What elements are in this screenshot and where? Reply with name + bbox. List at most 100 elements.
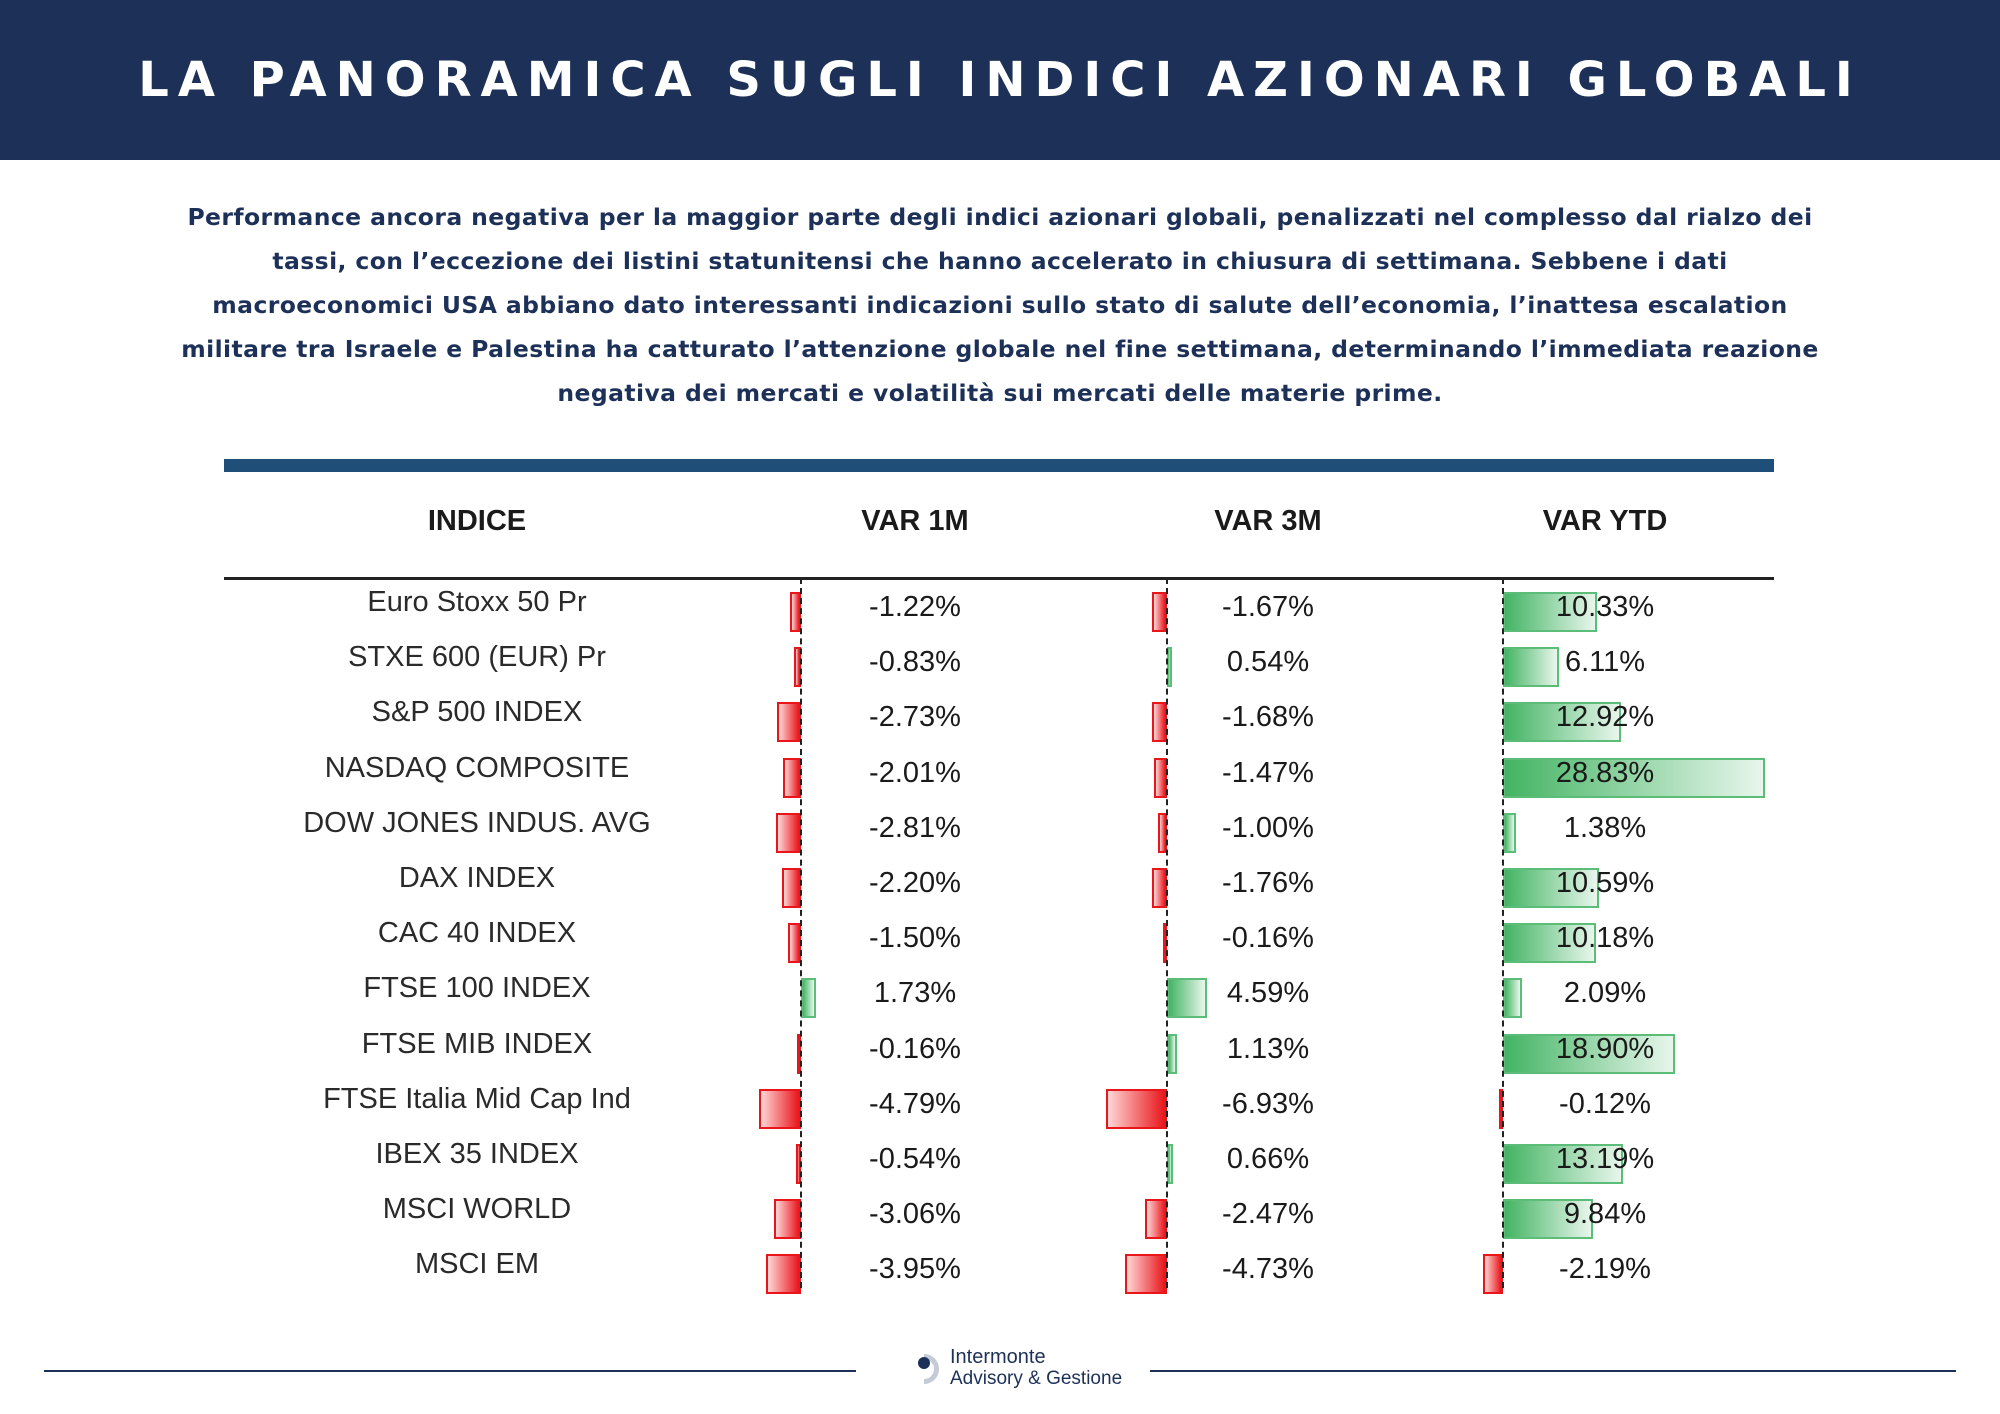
negative-bar — [766, 1254, 801, 1295]
brand-name: Intermonte — [950, 1346, 1046, 1368]
value-cell: 9.84% — [1563, 1198, 1647, 1231]
negative-bar — [1145, 1199, 1167, 1240]
positive-bar — [1503, 1144, 1624, 1184]
index-name: FTSE Italia Mid Cap Ind — [323, 1082, 631, 1115]
negative-bar — [1152, 592, 1167, 632]
value-cell: 2.09% — [1563, 977, 1647, 1010]
value-cell: -1.67% — [1222, 591, 1314, 623]
footer-rule-left — [44, 1370, 856, 1372]
negative-bar — [781, 868, 801, 908]
intro-line: macroeconomici USA abbiano dato interess… — [212, 291, 1788, 319]
value-cell: 0.66% — [1226, 1143, 1310, 1175]
value-cell: 28.83% — [1555, 756, 1655, 789]
positive-bar — [1503, 592, 1597, 632]
value-cell: -0.12% — [1559, 1087, 1651, 1120]
positive-bar — [1167, 978, 1208, 1019]
value-cell: -0.16% — [869, 1032, 961, 1065]
value-cell: 10.18% — [1555, 922, 1655, 955]
value-cell: -1.22% — [869, 591, 961, 623]
value-cell: -2.81% — [869, 811, 961, 844]
negative-bar — [793, 647, 801, 688]
value-cell: -0.16% — [1222, 922, 1314, 955]
negative-bar — [787, 923, 801, 964]
positive-bar — [1503, 923, 1596, 964]
negative-bar — [1483, 1254, 1503, 1295]
value-cell: 4.59% — [1226, 977, 1310, 1010]
positive-bar — [1503, 757, 1766, 798]
intermonte-logo-icon — [918, 1354, 939, 1384]
negative-bar — [783, 757, 801, 798]
header-var-1m: VAR 1M — [861, 505, 969, 537]
intro-line: negativa dei mercati e volatilità sui me… — [557, 379, 1443, 407]
negative-bar — [1152, 702, 1167, 743]
index-name: FTSE MIB INDEX — [361, 1027, 593, 1060]
value-cell: 1.13% — [1226, 1032, 1310, 1065]
value-cell: 12.92% — [1555, 701, 1655, 734]
value-cell: 13.19% — [1555, 1143, 1655, 1175]
intro-line: tassi, con l’eccezione dei listini statu… — [272, 247, 1728, 275]
index-name: Euro Stoxx 50 Pr — [367, 586, 587, 618]
positive-bar — [801, 978, 817, 1019]
index-name: S&P 500 INDEX — [371, 696, 583, 729]
page-title: LA PANORAMICA SUGLI INDICI AZIONARI GLOB… — [138, 52, 1862, 108]
value-cell: -1.76% — [1222, 867, 1314, 899]
positive-bar — [1503, 702, 1621, 743]
index-name: NASDAQ COMPOSITE — [324, 751, 630, 784]
value-cell: 6.11% — [1564, 646, 1646, 679]
positive-bar — [1503, 868, 1600, 908]
value-cell: -1.00% — [1222, 811, 1314, 844]
value-cell: -2.19% — [1559, 1253, 1651, 1286]
value-cell: -3.06% — [869, 1198, 961, 1231]
index-name: FTSE 100 INDEX — [363, 972, 591, 1005]
value-cell: -2.47% — [1222, 1198, 1314, 1231]
intro-line: militare tra Israele e Palestina ha catt… — [181, 335, 1819, 363]
value-cell: -1.68% — [1222, 701, 1314, 734]
index-name: MSCI WORLD — [382, 1193, 572, 1226]
var-ytd-zero-axis — [1502, 578, 1504, 1288]
value-cell: -2.73% — [869, 701, 961, 734]
value-cell: 1.38% — [1563, 811, 1647, 844]
header-var-ytd: VAR YTD — [1542, 505, 1668, 537]
var-1m-zero-axis — [800, 578, 802, 1288]
negative-bar — [1106, 1088, 1167, 1129]
header-underline — [224, 577, 1774, 580]
negative-bar — [1151, 868, 1167, 908]
var-3m-zero-axis — [1166, 578, 1168, 1288]
positive-bar — [1503, 978, 1523, 1019]
intro-line: Performance ancora negativa per la maggi… — [187, 203, 1813, 231]
header-indice: INDICE — [427, 505, 527, 537]
index-name: DOW JONES INDUS. AVG — [303, 806, 651, 839]
index-name: STXE 600 (EUR) Pr — [348, 641, 606, 674]
intro-paragraph: Performance ancora negativa per la maggi… — [120, 195, 1880, 415]
header-var-3m: VAR 3M — [1214, 505, 1322, 537]
index-name: MSCI EM — [414, 1248, 540, 1281]
footer-rule-right — [1150, 1370, 1956, 1372]
table-top-rule — [224, 459, 1774, 472]
value-cell: -1.50% — [869, 922, 961, 955]
value-cell: 10.59% — [1555, 867, 1655, 899]
value-cell: -4.79% — [869, 1087, 961, 1120]
value-cell: -4.73% — [1222, 1253, 1314, 1286]
value-cell: -2.01% — [869, 756, 961, 789]
negative-bar — [758, 1088, 801, 1129]
index-name: DAX INDEX — [398, 862, 556, 894]
negative-bar — [1154, 757, 1167, 798]
index-name: CAC 40 INDEX — [377, 917, 577, 950]
negative-bar — [776, 702, 801, 743]
value-cell: 18.90% — [1555, 1032, 1655, 1065]
value-cell: -6.93% — [1222, 1087, 1314, 1120]
index-name: IBEX 35 INDEX — [375, 1138, 579, 1170]
value-cell: -1.47% — [1222, 756, 1314, 789]
intermonte-logo: Intermonte Advisory & Gestione — [910, 1346, 1122, 1390]
value-cell: -0.54% — [869, 1143, 961, 1175]
negative-bar — [776, 812, 801, 853]
value-cell: -3.95% — [869, 1253, 961, 1286]
value-cell: 0.54% — [1226, 646, 1310, 679]
page-header: LA PANORAMICA SUGLI INDICI AZIONARI GLOB… — [0, 0, 2000, 160]
negative-bar — [1125, 1254, 1167, 1295]
value-cell: 1.73% — [873, 977, 957, 1010]
value-cell: -2.20% — [869, 867, 961, 899]
value-cell: -0.83% — [869, 646, 961, 679]
negative-bar — [774, 1199, 801, 1240]
brand-tagline: Advisory & Gestione — [950, 1368, 1123, 1389]
